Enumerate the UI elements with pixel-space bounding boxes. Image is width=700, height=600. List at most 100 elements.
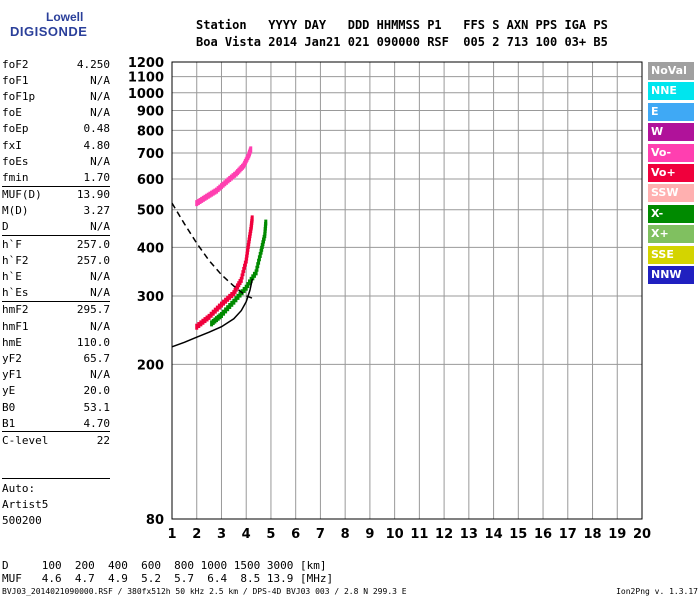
- x-tick-label: 10: [386, 527, 404, 542]
- param-row: yE 20.0: [2, 383, 110, 399]
- y-tick-label: 1100: [128, 71, 164, 86]
- x-tick-label: 9: [365, 527, 374, 542]
- param-value: 20.0: [83, 384, 111, 398]
- trace-point: [232, 298, 236, 305]
- trace-point: [222, 299, 226, 306]
- param-row: foF2 4.250: [2, 56, 110, 72]
- trace-point: [244, 284, 248, 291]
- trace-point: [207, 313, 211, 320]
- param-name: h`Es: [2, 286, 29, 300]
- trace-point: [230, 300, 234, 307]
- trace-point: [201, 318, 205, 325]
- trace-point: [249, 276, 253, 283]
- param-value: N/A: [90, 220, 110, 234]
- param-row: hmE 110.0: [2, 334, 110, 350]
- plot-frame: [171, 61, 643, 520]
- x-tick-label: 16: [534, 527, 552, 542]
- x-tick-label: 17: [559, 527, 577, 542]
- trace-point: [252, 271, 256, 278]
- param-name: foF2: [2, 57, 29, 71]
- x-tick-label: 15: [509, 527, 527, 542]
- param-name: foE: [2, 106, 22, 120]
- param-name: foF1p: [2, 89, 36, 103]
- y-tick-label: 1000: [128, 87, 164, 102]
- param-value: 22: [96, 433, 110, 447]
- y-tick-label: 400: [137, 241, 164, 256]
- trace-point: [218, 313, 222, 320]
- param-name: M(D): [2, 204, 29, 218]
- legend-item: W: [648, 123, 694, 142]
- trace-point: [226, 305, 230, 312]
- trace-point: [226, 295, 230, 302]
- trace-point: [248, 279, 252, 286]
- trace-point: [210, 190, 214, 197]
- param-value: N/A: [90, 286, 110, 300]
- trace-point: [256, 262, 260, 269]
- x-tick-label: 12: [435, 527, 453, 542]
- trace-point: [222, 309, 226, 316]
- muf-value-row: MUF 4.6 4.7 4.9 5.2 5.7 6.4 8.5 13.9 [MH…: [2, 572, 334, 585]
- trace-point: [210, 320, 214, 327]
- param-name: D: [2, 220, 9, 234]
- param-name: B0: [2, 400, 16, 414]
- trace-point: [219, 183, 223, 190]
- param-row: foEs N/A: [2, 153, 110, 169]
- param-name: h`F: [2, 237, 22, 251]
- param-row: h`F 257.0: [2, 235, 110, 252]
- auto-program: Artist5: [2, 498, 49, 511]
- trace-point: [223, 180, 227, 187]
- trace-point: [215, 316, 219, 323]
- legend-item: NoVal: [648, 62, 694, 80]
- legend-item: NNE: [648, 82, 694, 101]
- trace-point: [228, 293, 232, 300]
- trace-point: [257, 258, 261, 265]
- trace-point: [224, 297, 228, 304]
- param-name: fmin: [2, 170, 29, 184]
- param-value: 4.70: [83, 416, 111, 430]
- trace-point: [211, 318, 215, 325]
- trace-point: [208, 191, 212, 198]
- param-value: N/A: [90, 73, 110, 87]
- y-tick-label: 600: [137, 173, 164, 188]
- param-value: 110.0: [76, 335, 110, 349]
- param-name: yE: [2, 384, 16, 398]
- trace-point: [213, 188, 217, 195]
- trace-point: [219, 311, 223, 318]
- param-value: 257.0: [76, 237, 110, 251]
- legend-item: Vo-: [648, 143, 694, 162]
- param-value: 53.1: [83, 400, 111, 414]
- trace-point: [242, 266, 246, 273]
- trace-point: [226, 177, 230, 184]
- param-row: fmin 1.70: [2, 169, 110, 185]
- trace-point: [201, 195, 205, 202]
- trace-point: [243, 263, 247, 270]
- param-row: M(D) 3.27: [2, 203, 110, 219]
- y-tick-label: 300: [137, 290, 164, 305]
- trace-point: [215, 187, 219, 194]
- param-row: yF1 N/A: [2, 367, 110, 383]
- x-tick-label: 7: [316, 527, 325, 542]
- x-tick-label: 8: [341, 527, 350, 542]
- trace-point: [229, 174, 233, 181]
- trace-point: [213, 307, 217, 314]
- param-value: 0.48: [83, 122, 111, 136]
- trace-point: [195, 323, 199, 330]
- param-value: 3.27: [83, 204, 111, 218]
- param-name: hmF2: [2, 303, 29, 317]
- trace-point: [241, 270, 245, 277]
- param-value: 1.70: [83, 170, 111, 184]
- y-tick-label: 80: [146, 513, 164, 528]
- legend-item: SSW: [648, 184, 694, 203]
- trace-point: [238, 291, 242, 298]
- x-tick-label: 20: [633, 527, 651, 542]
- param-value: 4.80: [83, 138, 111, 152]
- trace-point: [224, 307, 228, 314]
- param-name: hmE: [2, 335, 22, 349]
- trace-point: [200, 196, 204, 203]
- autoscaling-info: Auto: Artist5 500200: [2, 478, 110, 529]
- trace-point: [228, 175, 232, 182]
- trace-point: [205, 193, 209, 200]
- trace-point: [233, 171, 237, 178]
- trace-point: [243, 260, 247, 267]
